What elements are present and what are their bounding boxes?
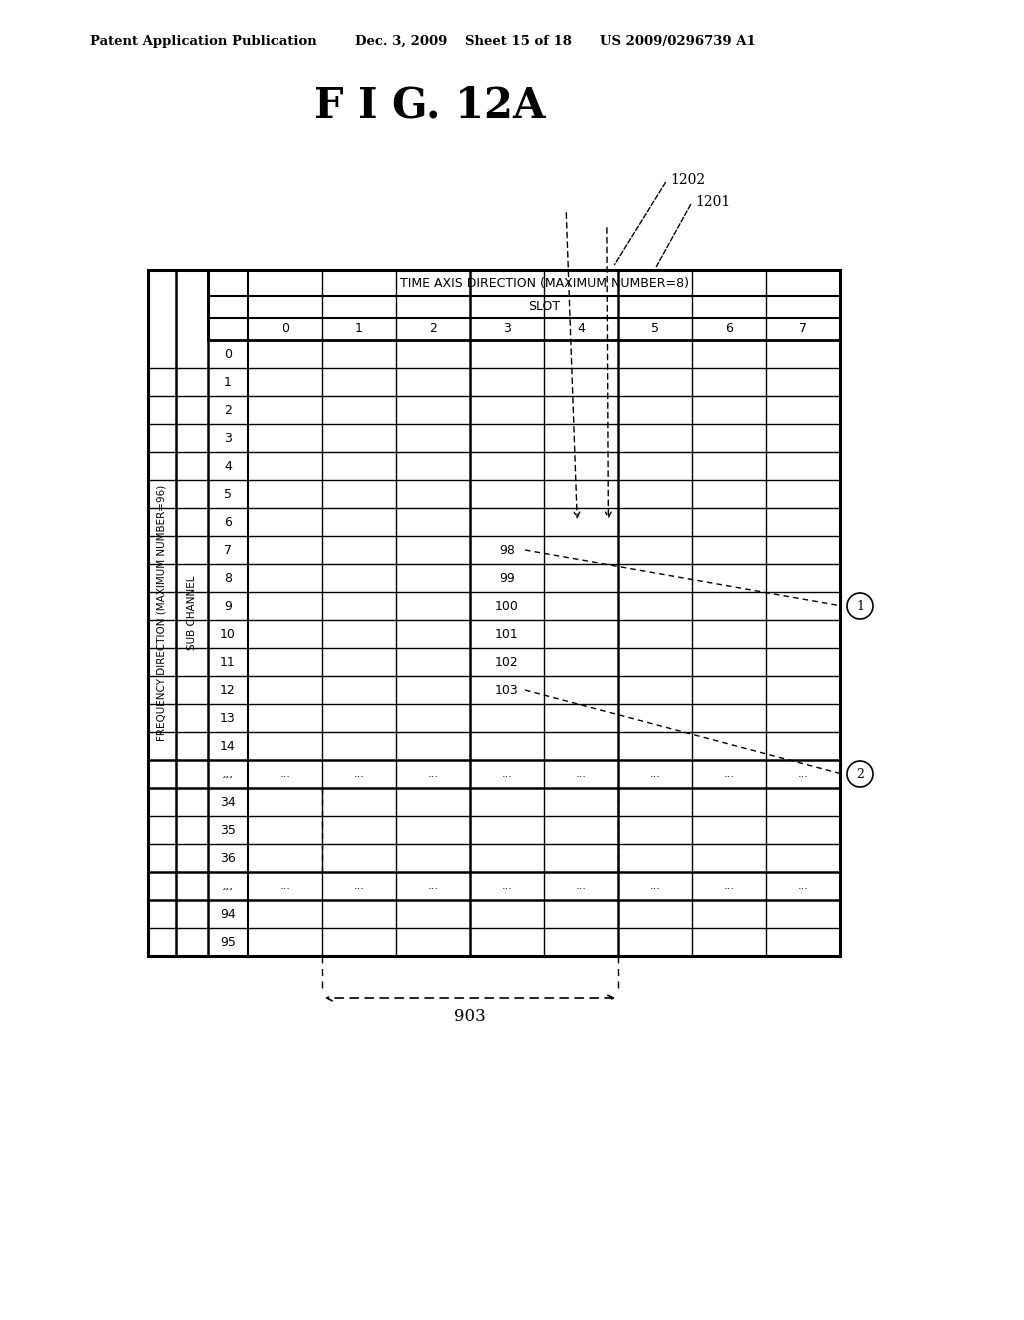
Text: 1202: 1202	[670, 173, 706, 187]
Text: 5: 5	[651, 322, 659, 335]
Text: ...: ...	[222, 880, 233, 891]
Text: ...: ...	[575, 770, 587, 779]
Text: ...: ...	[353, 770, 365, 779]
Text: 103: 103	[496, 684, 519, 697]
Text: 3: 3	[503, 322, 511, 335]
Text: 2: 2	[856, 767, 864, 780]
Text: ...: ...	[280, 770, 291, 779]
Text: 7: 7	[799, 322, 807, 335]
Text: US 2009/0296739 A1: US 2009/0296739 A1	[600, 36, 756, 48]
Text: 2: 2	[224, 404, 232, 417]
Text: ...: ...	[649, 880, 660, 891]
Text: SLOT: SLOT	[528, 301, 560, 314]
Text: 0: 0	[281, 322, 289, 335]
Text: Patent Application Publication: Patent Application Publication	[90, 36, 316, 48]
Text: 4: 4	[224, 459, 232, 473]
Text: 1201: 1201	[695, 195, 730, 209]
Text: 36: 36	[220, 851, 236, 865]
Text: ...: ...	[222, 879, 234, 892]
Text: ...: ...	[428, 880, 438, 891]
Text: ...: ...	[575, 880, 587, 891]
Text: 903: 903	[454, 1008, 485, 1026]
Text: ...: ...	[222, 770, 233, 779]
Bar	[148, 271, 840, 956]
Text: 11: 11	[220, 656, 236, 668]
Text: F I G. 12A: F I G. 12A	[314, 84, 546, 127]
Text: 95: 95	[220, 936, 236, 949]
Text: 13: 13	[220, 711, 236, 725]
Text: ...: ...	[502, 770, 512, 779]
Text: 1: 1	[856, 599, 864, 612]
Text: ...: ...	[502, 880, 512, 891]
Text: ...: ...	[353, 880, 365, 891]
Text: 5: 5	[224, 487, 232, 500]
Text: 98: 98	[499, 544, 515, 557]
Text: ...: ...	[280, 880, 291, 891]
Text: Sheet 15 of 18: Sheet 15 of 18	[465, 36, 571, 48]
Text: 8: 8	[224, 572, 232, 585]
Text: 14: 14	[220, 739, 236, 752]
Text: FREQUENCY DIRECTION (MAXIMUM NUMBER=96): FREQUENCY DIRECTION (MAXIMUM NUMBER=96)	[157, 484, 167, 741]
Text: ...: ...	[798, 770, 808, 779]
Text: 34: 34	[220, 796, 236, 808]
Text: 35: 35	[220, 824, 236, 837]
Text: 6: 6	[224, 516, 232, 528]
Text: 9: 9	[224, 599, 232, 612]
Text: ...: ...	[724, 770, 734, 779]
Text: 102: 102	[496, 656, 519, 668]
Text: 0: 0	[224, 347, 232, 360]
Text: 6: 6	[725, 322, 733, 335]
Text: ...: ...	[798, 880, 808, 891]
Text: 1: 1	[224, 375, 232, 388]
Text: 101: 101	[496, 627, 519, 640]
Text: 4: 4	[578, 322, 585, 335]
Text: ...: ...	[428, 770, 438, 779]
Text: ...: ...	[724, 880, 734, 891]
Text: 94: 94	[220, 908, 236, 920]
Text: Dec. 3, 2009: Dec. 3, 2009	[355, 36, 447, 48]
Text: 2: 2	[429, 322, 437, 335]
Text: 7: 7	[224, 544, 232, 557]
Text: 100: 100	[495, 599, 519, 612]
Text: 1: 1	[355, 322, 362, 335]
Text: ...: ...	[649, 770, 660, 779]
Text: 12: 12	[220, 684, 236, 697]
Text: SUB CHANNEL: SUB CHANNEL	[187, 576, 197, 651]
Text: 10: 10	[220, 627, 236, 640]
Text: 99: 99	[499, 572, 515, 585]
Bar	[208, 271, 840, 341]
Text: TIME AXIS DIRECTION (MAXIMUM NUMBER=8): TIME AXIS DIRECTION (MAXIMUM NUMBER=8)	[399, 276, 688, 289]
Text: ...: ...	[222, 767, 234, 780]
Text: 3: 3	[224, 432, 232, 445]
